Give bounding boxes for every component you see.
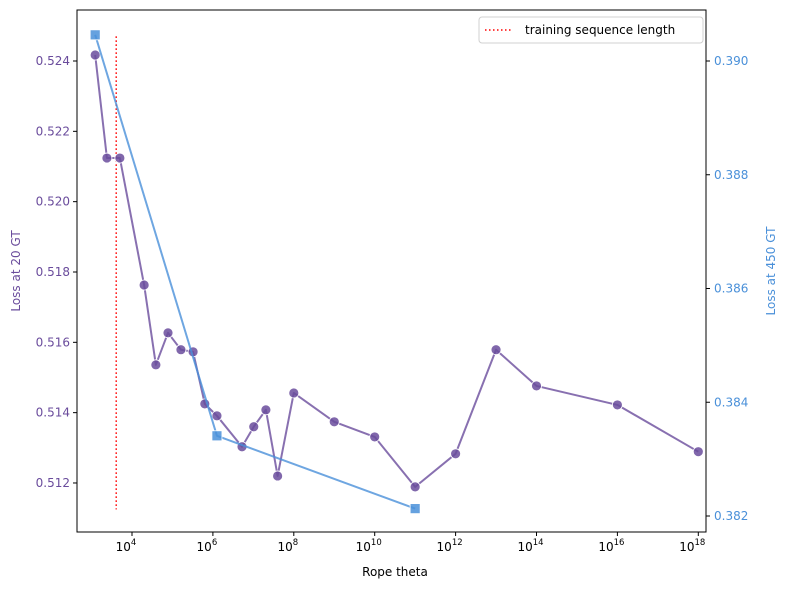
x-axis-label: Rope theta <box>362 565 428 579</box>
data-point-circle-marker <box>114 152 126 164</box>
x-tick-label: 1014 <box>517 538 543 554</box>
series-line <box>94 54 699 488</box>
data-point-square-marker <box>89 29 101 41</box>
data-point-circle-marker <box>89 49 101 61</box>
x-tick-label: 1018 <box>679 538 705 554</box>
data-point-circle-marker <box>612 399 623 411</box>
legend-label: training sequence length <box>525 23 675 37</box>
right-tick-label: 0.386 <box>714 282 748 296</box>
x-tick-label: 1012 <box>437 538 463 554</box>
series-line <box>94 34 416 510</box>
plot-frame <box>76 9 707 533</box>
data-point-circle-marker <box>369 431 381 443</box>
data-point-circle-marker <box>272 470 284 482</box>
x-tick-label: 106 <box>197 538 218 554</box>
left-y-axis: 0.512 0.514 0.516 0.518 0.520 0.522 0.524 <box>36 54 77 490</box>
data-point-circle-marker <box>692 446 704 458</box>
plot-area <box>89 29 704 515</box>
left-tick-label: 0.520 <box>36 195 70 209</box>
right-tick-label: 0.382 <box>714 509 748 523</box>
data-point-circle-marker <box>288 387 300 399</box>
left-tick-label: 0.522 <box>36 124 70 138</box>
left-tick-label: 0.512 <box>36 476 70 490</box>
legend: training sequence length <box>478 16 704 44</box>
data-point-circle-marker <box>101 152 113 164</box>
right-tick-label: 0.390 <box>714 54 748 68</box>
left-y-axis-label: Loss at 20 GT <box>9 230 23 312</box>
data-point-circle-marker <box>211 410 223 422</box>
data-point-circle-marker <box>328 416 340 428</box>
right-y-axis: 0.382 0.384 0.386 0.388 0.390 <box>706 54 748 523</box>
data-point-circle-marker <box>150 359 162 371</box>
x-axis: 104 106 108 1010 1012 1014 1016 1018 <box>116 532 705 554</box>
data-point-circle-marker <box>175 344 187 356</box>
data-point-square-marker <box>211 430 223 442</box>
data-point-square-marker <box>409 503 421 515</box>
x-tick-label: 1016 <box>598 538 624 554</box>
x-tick-label: 1010 <box>356 538 382 554</box>
data-point-circle-marker <box>490 344 502 356</box>
x-tick-label: 108 <box>277 538 298 554</box>
left-tick-label: 0.518 <box>36 265 70 279</box>
left-tick-label: 0.524 <box>36 54 70 68</box>
data-point-circle-marker <box>248 421 260 433</box>
left-tick-label: 0.516 <box>36 335 70 349</box>
data-point-circle-marker <box>409 481 421 493</box>
x-tick-label: 104 <box>116 538 137 554</box>
data-point-circle-marker <box>450 448 462 460</box>
data-point-circle-marker <box>162 327 174 339</box>
data-point-circle-marker <box>531 380 542 392</box>
left-tick-label: 0.514 <box>36 406 70 420</box>
legend-box <box>478 16 704 44</box>
data-point-circle-marker <box>138 279 150 291</box>
data-point-circle-marker <box>260 404 272 416</box>
right-tick-label: 0.384 <box>714 395 748 409</box>
right-y-axis-label: Loss at 450 GT <box>764 226 778 316</box>
right-tick-label: 0.388 <box>714 168 748 182</box>
